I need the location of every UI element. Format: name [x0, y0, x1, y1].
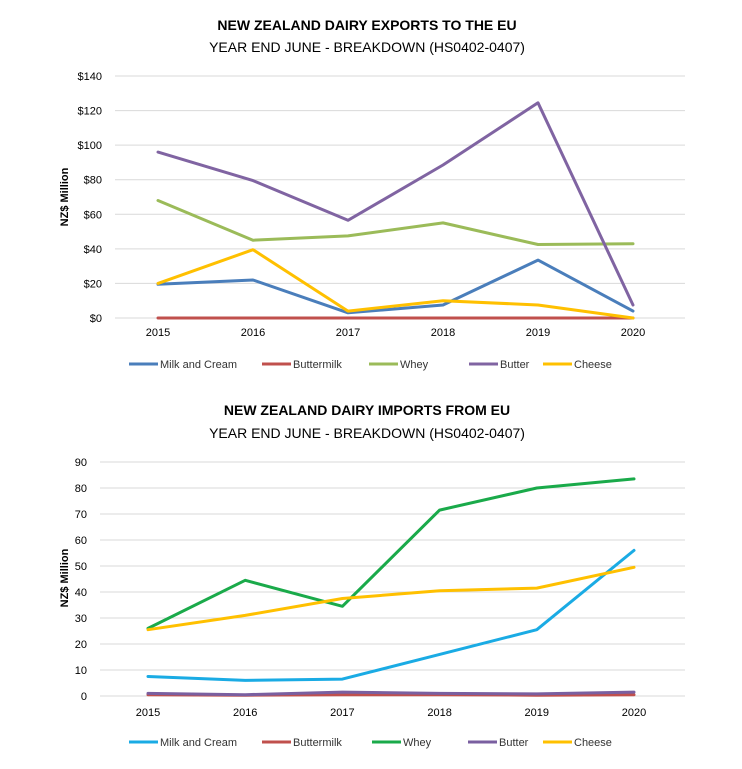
exports-x-tick-label: 2015	[146, 327, 170, 339]
exports-y-tick-label: $20	[84, 278, 102, 290]
exports-series-line-butter	[156, 101, 635, 307]
legend-item-cheese: Cheese	[543, 737, 612, 749]
legend-item-whey: Whey	[369, 359, 429, 371]
imports-y-tick-label: 10	[75, 665, 87, 677]
imports-y-tick-label: 40	[75, 587, 87, 599]
exports-y-axis-label: NZ$ Million	[59, 167, 71, 226]
exports-legend: Milk and Cream Buttermilk Whey Butter Cheese	[129, 359, 612, 371]
legend-label: Butter	[500, 359, 530, 371]
legend-item-whey: Whey	[372, 737, 432, 749]
imports-y-axis-label: NZ$ Million	[59, 548, 71, 607]
legend-item-butter: Butter	[469, 359, 530, 371]
exports-chart-title: NEW ZEALAND DAIRY EXPORTS TO THE EU	[217, 17, 516, 33]
imports-series-line-cheese	[146, 565, 636, 632]
exports-y-tick-label: $120	[78, 106, 102, 118]
imports-y-tick-label: 90	[75, 457, 87, 469]
exports-series-line-cheese	[156, 248, 635, 320]
legend-item-milk-and-cream: Milk and Cream	[129, 359, 237, 371]
exports-y-tick-label: $40	[84, 244, 102, 256]
exports-x-tick-label: 2020	[621, 327, 645, 339]
legend-item-buttermilk: Buttermilk	[262, 737, 342, 749]
exports-y-tick-label: $100	[78, 140, 102, 152]
exports-y-tick-label: $60	[84, 209, 102, 221]
legend-item-butter: Butter	[468, 737, 529, 749]
imports-y-tick-label: 60	[75, 535, 87, 547]
exports-x-tick-label: 2017	[336, 327, 360, 339]
legend-label: Buttermilk	[293, 737, 342, 749]
legend-item-buttermilk: Buttermilk	[262, 359, 342, 371]
imports-y-tick-label: 80	[75, 483, 87, 495]
imports-legend: Milk and Cream Buttermilk Whey Butter Cheese	[129, 737, 612, 749]
imports-x-tick-label: 2017	[330, 707, 354, 719]
imports-series-line-whey	[146, 477, 636, 630]
exports-chart: NEW ZEALAND DAIRY EXPORTS TO THE EU YEAR…	[59, 17, 685, 371]
legend-label: Cheese	[574, 359, 612, 371]
legend-label: Butter	[499, 737, 529, 749]
legend-label: Whey	[400, 359, 429, 371]
legend-label: Milk and Cream	[160, 359, 237, 371]
imports-plot-area: 0 10 20 30 40 50 60 70 80 90 2015 2016 2017 2018 2019 2…	[75, 457, 685, 719]
exports-y-tick-label: $140	[78, 71, 102, 83]
imports-x-tick-label: 2015	[136, 707, 160, 719]
imports-series-line-milk-and-cream	[146, 548, 636, 682]
exports-series-line-whey	[156, 199, 635, 246]
imports-chart: NEW ZEALAND DAIRY IMPORTS FROM EU YEAR E…	[59, 402, 685, 749]
imports-x-tick-label: 2019	[525, 707, 549, 719]
imports-chart-subtitle: YEAR END JUNE - BREAKDOWN (HS0402-0407)	[209, 425, 525, 441]
exports-x-tick-label: 2018	[431, 327, 455, 339]
exports-series-line-milk-and-cream	[156, 258, 635, 315]
imports-series-line-butter	[146, 690, 636, 697]
exports-x-tick-label: 2016	[241, 327, 265, 339]
imports-y-tick-label: 0	[81, 691, 87, 703]
legend-label: Cheese	[574, 737, 612, 749]
imports-y-tick-label: 30	[75, 613, 87, 625]
imports-y-tick-label: 70	[75, 509, 87, 521]
imports-y-tick-label: 50	[75, 561, 87, 573]
exports-y-tick-label: $80	[84, 175, 102, 187]
imports-x-tick-label: 2020	[622, 707, 646, 719]
legend-label: Milk and Cream	[160, 737, 237, 749]
legend-label: Whey	[403, 737, 432, 749]
legend-item-milk-and-cream: Milk and Cream	[129, 737, 237, 749]
legend-item-cheese: Cheese	[543, 359, 612, 371]
exports-x-tick-label: 2019	[526, 327, 550, 339]
exports-chart-subtitle: YEAR END JUNE - BREAKDOWN (HS0402-0407)	[209, 39, 525, 55]
legend-label: Buttermilk	[293, 359, 342, 371]
imports-x-tick-label: 2016	[233, 707, 257, 719]
imports-x-tick-label: 2018	[427, 707, 451, 719]
imports-chart-title: NEW ZEALAND DAIRY IMPORTS FROM EU	[224, 402, 510, 418]
exports-y-tick-label: $0	[90, 313, 102, 325]
exports-plot-area: $0 $20 $40 $60 $80 $100 $120 $140 2015 2016 2017 20…	[78, 71, 685, 339]
imports-y-tick-label: 20	[75, 639, 87, 651]
